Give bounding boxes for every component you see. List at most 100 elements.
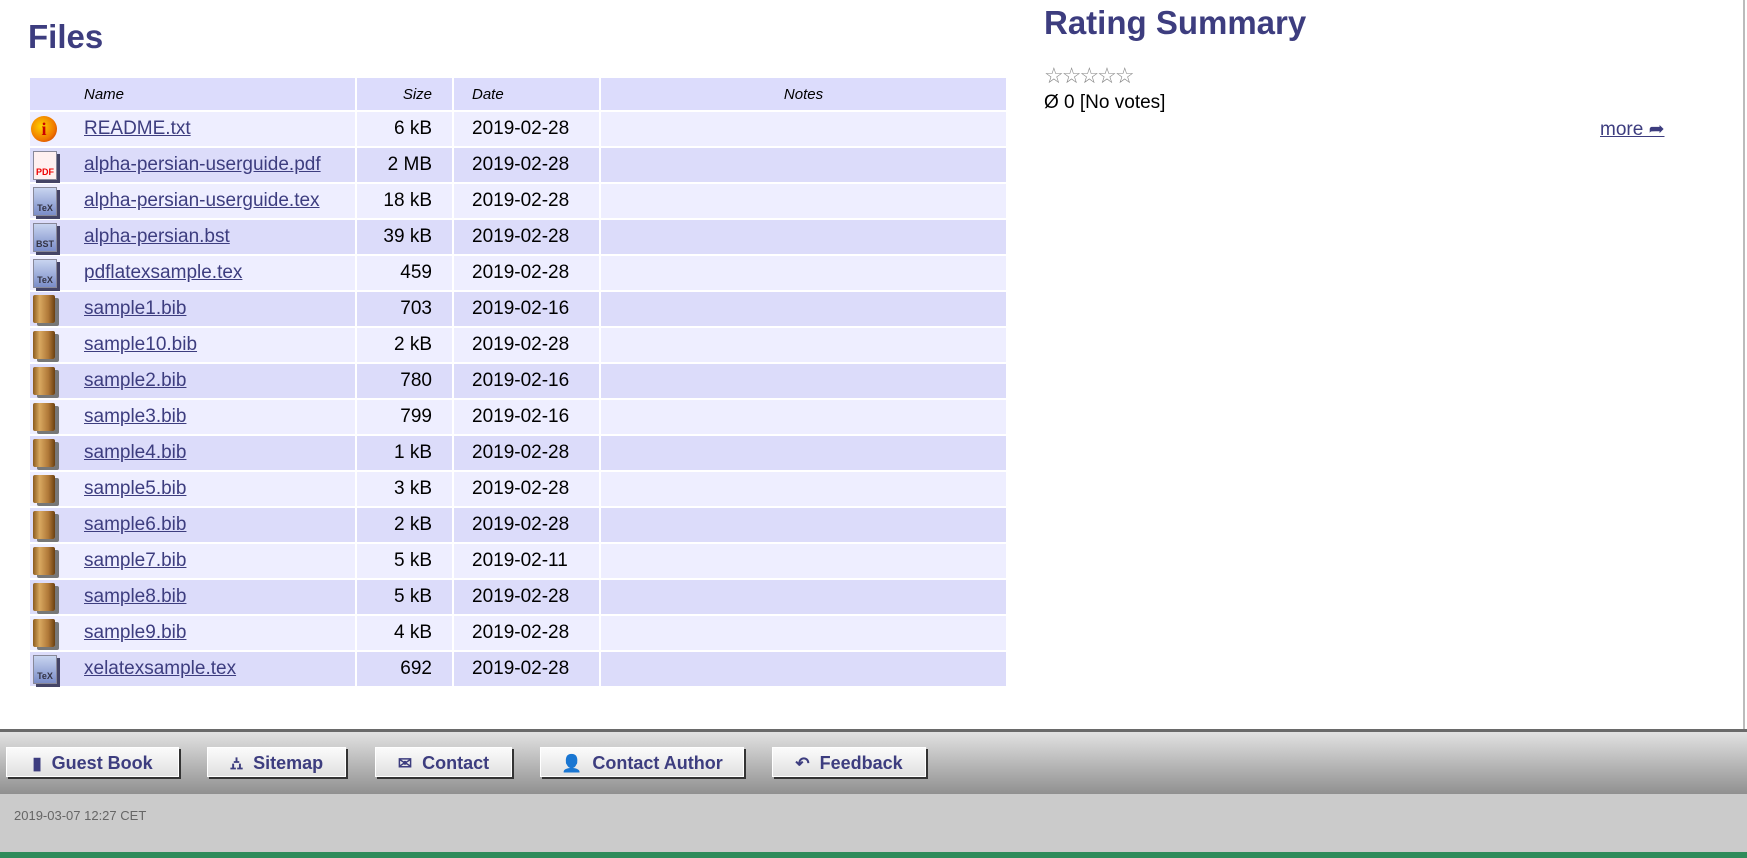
file-link[interactable]: xelatexsample.tex	[84, 658, 237, 679]
more-link[interactable]: more ➦	[1600, 119, 1665, 140]
table-row: BST alpha-persian.bst 39 kB 2019-02-28	[30, 220, 1006, 254]
feedback-button[interactable]: ↶ Feedback	[772, 747, 926, 777]
button-label: Contact Author	[592, 753, 723, 773]
file-link[interactable]: sample5.bib	[84, 478, 187, 499]
tex-icon: TeX	[33, 655, 57, 684]
contact-author-button[interactable]: 👤 Contact Author	[540, 747, 744, 777]
file-name-cell: sample4.bib	[30, 436, 355, 470]
file-date: 2019-02-28	[454, 328, 599, 362]
file-link[interactable]: sample8.bib	[84, 586, 187, 607]
file-link[interactable]: alpha-persian-userguide.tex	[84, 190, 320, 211]
file-name-cell: TeX xelatexsample.tex	[30, 652, 355, 686]
file-link[interactable]: sample9.bib	[84, 622, 187, 643]
file-link[interactable]: sample3.bib	[84, 406, 187, 427]
file-date: 2019-02-11	[454, 544, 599, 578]
votes-summary: Ø 0 [No votes]	[1044, 92, 1166, 113]
file-date: 2019-02-28	[454, 112, 599, 146]
file-size: 5 kB	[357, 580, 452, 614]
file-date: 2019-02-16	[454, 292, 599, 326]
file-name-cell: sample3.bib	[30, 400, 355, 434]
book-icon	[33, 619, 55, 647]
file-link[interactable]: pdflatexsample.tex	[84, 262, 243, 283]
file-size: 1 kB	[357, 436, 452, 470]
file-size: 2 kB	[357, 508, 452, 542]
file-link[interactable]: alpha-persian-userguide.pdf	[84, 154, 321, 175]
file-date: 2019-02-28	[454, 616, 599, 650]
file-name-cell: PDF alpha-persian-userguide.pdf	[30, 148, 355, 182]
file-notes	[601, 508, 1006, 542]
file-link[interactable]: sample1.bib	[84, 298, 187, 319]
footer-divider	[0, 729, 1747, 732]
file-notes	[601, 580, 1006, 614]
column-header-size: Size	[357, 78, 452, 110]
button-label: Guest Book	[51, 753, 153, 773]
table-row: sample9.bib 4 kB 2019-02-28	[30, 616, 1006, 650]
file-notes	[601, 544, 1006, 578]
table-row: i README.txt 6 kB 2019-02-28	[30, 112, 1006, 146]
book-icon	[33, 439, 55, 467]
book-icon	[33, 367, 55, 395]
rating-stars[interactable]: ☆☆☆☆☆	[1044, 63, 1135, 88]
table-row: sample3.bib 799 2019-02-16	[30, 400, 1006, 434]
file-name-cell: sample9.bib	[30, 616, 355, 650]
file-link[interactable]: sample2.bib	[84, 370, 187, 391]
file-name-cell: TeX pdflatexsample.tex	[30, 256, 355, 290]
sitemap-button[interactable]: ⛼ Sitemap	[207, 747, 346, 777]
file-date: 2019-02-28	[454, 256, 599, 290]
file-name-cell: sample10.bib	[30, 328, 355, 362]
button-label: Feedback	[819, 753, 903, 773]
pdf-icon: PDF	[33, 151, 57, 180]
file-name-cell: BST alpha-persian.bst	[30, 220, 355, 254]
file-link[interactable]: sample4.bib	[84, 442, 187, 463]
file-notes	[601, 328, 1006, 362]
envelope-icon: ✉	[397, 754, 413, 773]
contact-button[interactable]: ✉ Contact	[375, 747, 512, 777]
file-link[interactable]: sample10.bib	[84, 334, 198, 355]
table-row: sample4.bib 1 kB 2019-02-28	[30, 436, 1006, 470]
table-row: TeX pdflatexsample.tex 459 2019-02-28	[30, 256, 1006, 290]
info-icon: i	[31, 116, 57, 142]
file-date: 2019-02-28	[454, 508, 599, 542]
file-date: 2019-02-28	[454, 220, 599, 254]
file-link[interactable]: sample7.bib	[84, 550, 187, 571]
file-date: 2019-02-28	[454, 148, 599, 182]
file-size: 799	[357, 400, 452, 434]
file-size: 2 MB	[357, 148, 452, 182]
file-notes	[601, 436, 1006, 470]
file-link[interactable]: alpha-persian.bst	[84, 226, 230, 247]
file-link[interactable]: sample6.bib	[84, 514, 187, 535]
files-heading: Files	[28, 18, 104, 55]
file-date: 2019-02-28	[454, 184, 599, 218]
file-name-cell: sample7.bib	[30, 544, 355, 578]
last-modified-timestamp: 2019-03-07 12:27 CET	[14, 808, 147, 823]
table-row: TeX xelatexsample.tex 692 2019-02-28	[30, 652, 1006, 686]
file-size: 2 kB	[357, 328, 452, 362]
guest-book-button[interactable]: ▮ Guest Book	[6, 747, 179, 777]
tex-icon: TeX	[33, 187, 57, 216]
file-size: 39 kB	[357, 220, 452, 254]
book-icon	[33, 547, 55, 575]
file-link[interactable]: README.txt	[84, 118, 191, 139]
file-date: 2019-02-28	[454, 652, 599, 686]
book-icon	[33, 295, 55, 323]
file-notes	[601, 148, 1006, 182]
button-label: Contact	[422, 753, 490, 773]
table-row: sample10.bib 2 kB 2019-02-28	[30, 328, 1006, 362]
file-name-cell: sample5.bib	[30, 472, 355, 506]
file-name-cell: i README.txt	[30, 112, 355, 146]
book-icon	[33, 331, 55, 359]
file-notes	[601, 112, 1006, 146]
book-icon: ▮	[32, 754, 42, 773]
file-notes	[601, 184, 1006, 218]
table-row: sample2.bib 780 2019-02-16	[30, 364, 1006, 398]
table-row: sample6.bib 2 kB 2019-02-28	[30, 508, 1006, 542]
footer-info: 2019-03-07 12:27 CET	[0, 794, 1747, 852]
book-icon	[33, 511, 55, 539]
file-size: 6 kB	[357, 112, 452, 146]
file-name-cell: sample8.bib	[30, 580, 355, 614]
table-header: Name Size Date Notes	[30, 78, 1006, 110]
user-icon: 👤	[561, 754, 583, 773]
book-icon	[33, 583, 55, 611]
table-row: PDF alpha-persian-userguide.pdf 2 MB 2019-0…	[30, 148, 1006, 182]
table-row: sample5.bib 3 kB 2019-02-28	[30, 472, 1006, 506]
